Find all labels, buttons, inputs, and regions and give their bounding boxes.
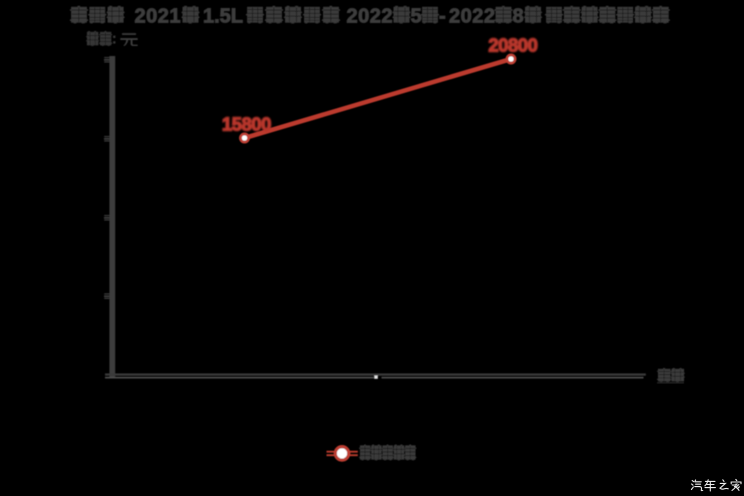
svg-text:2022: 2022 [449,5,496,27]
svg-text:5: 5 [411,5,422,27]
svg-text:2022: 2022 [347,5,394,27]
svg-text:-: - [439,5,446,27]
svg-text:1.5L: 1.5L [203,5,243,27]
svg-text:15800: 15800 [222,115,271,135]
svg-text:8: 8 [513,5,524,27]
svg-text:20800: 20800 [488,36,537,56]
svg-text:2021: 2021 [135,5,182,27]
